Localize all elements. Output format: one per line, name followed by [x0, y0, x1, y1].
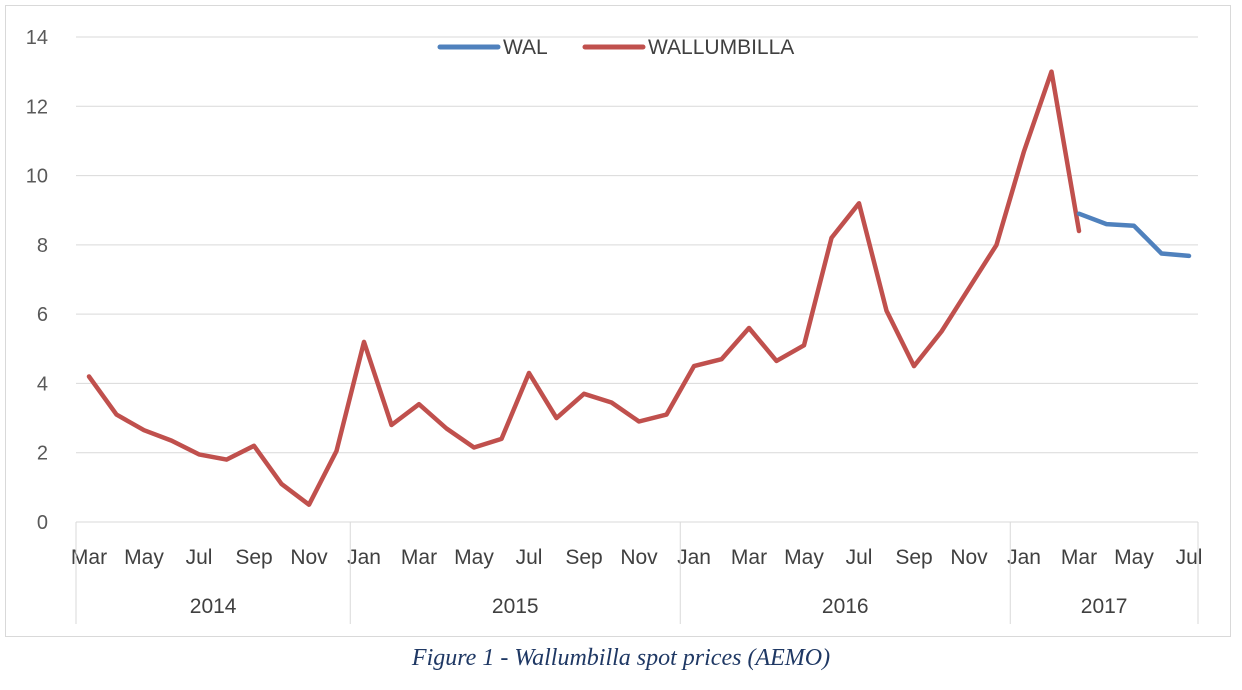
figure-caption: Figure 1 - Wallumbilla spot prices (AEMO… — [411, 645, 831, 671]
y-tick-label: 8 — [37, 235, 48, 257]
year-label: 2017 — [1081, 595, 1128, 618]
year-label: 2014 — [190, 595, 237, 618]
x-tick-label: May — [1114, 546, 1154, 569]
x-tick-label: Nov — [290, 546, 328, 569]
x-tick-label: Sep — [235, 546, 272, 569]
x-tick-label: Jul — [846, 546, 873, 569]
x-tick-label: Jul — [1176, 546, 1203, 569]
x-tick-label: Jul — [516, 546, 543, 569]
x-tick-label: Mar — [1061, 546, 1097, 569]
y-tick-label: 0 — [37, 512, 48, 534]
x-tick-label: May — [454, 546, 494, 569]
chart-frame — [5, 5, 1231, 637]
y-tick-label: 2 — [37, 443, 48, 465]
series-line-wal — [1076, 211, 1192, 259]
legend-label: WAL — [503, 36, 548, 59]
x-tick-label: Jan — [677, 546, 711, 569]
legend-label: WALLUMBILLA — [648, 36, 794, 59]
x-tick-label: Mar — [731, 546, 767, 569]
x-tick-label: Nov — [620, 546, 658, 569]
y-tick-label: 12 — [26, 96, 48, 118]
y-tick-label: 6 — [37, 304, 48, 326]
year-label: 2016 — [822, 595, 869, 618]
x-tick-label: Mar — [71, 546, 107, 569]
x-tick-label: May — [784, 546, 824, 569]
year-label: 2015 — [492, 595, 539, 618]
x-tick-label: Jul — [186, 546, 213, 569]
x-tick-label: May — [124, 546, 164, 569]
line-chart: 0 2 4 6 8 10 12 14 Mar May Jul Sep Nov Jan Mar May Jul Se… — [26, 27, 1203, 624]
x-tick-label: Jan — [1007, 546, 1041, 569]
x-tick-label: Sep — [895, 546, 932, 569]
y-tick-label: 14 — [26, 27, 48, 49]
x-tick-label: Mar — [401, 546, 437, 569]
x-tick-label: Jan — [347, 546, 381, 569]
x-tick-label: Sep — [565, 546, 602, 569]
y-tick-label: 10 — [26, 166, 48, 188]
y-tick-label: 4 — [37, 373, 48, 395]
x-tick-label: Nov — [950, 546, 988, 569]
series-line-wallumbilla — [86, 69, 1082, 507]
